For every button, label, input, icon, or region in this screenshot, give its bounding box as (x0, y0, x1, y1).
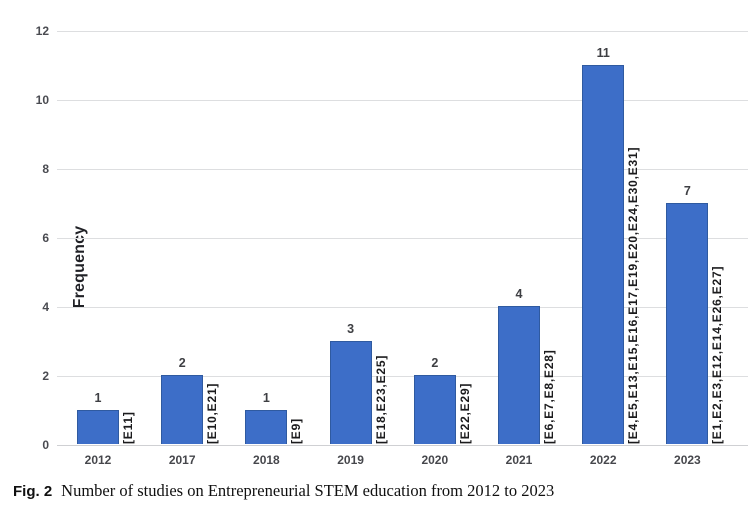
x-tick-label-2019: 2019 (337, 453, 364, 467)
x-tick-label-2023: 2023 (674, 453, 701, 467)
bar-2021 (498, 306, 540, 444)
bar-study-ids-2021: [E6,E7,E8,E28] (542, 349, 556, 444)
bar-2012 (77, 409, 119, 444)
y-axis-title: Frequency (71, 225, 88, 309)
x-tick-label-2018: 2018 (253, 453, 280, 467)
x-tick-label-2012: 2012 (84, 453, 112, 467)
bar-study-ids-2019: [E18,E23,E25] (373, 354, 388, 444)
bar-2017 (161, 375, 204, 444)
y-tick-label-8: 8 (42, 162, 49, 176)
bar-value-label-2012: 1 (94, 390, 102, 405)
y-tick-label-2: 2 (42, 369, 49, 383)
bar-study-ids-2018: [E9] (289, 418, 304, 444)
bar-2019 (329, 340, 372, 444)
bar-value-label-2020: 2 (431, 356, 439, 370)
bar-2018 (245, 409, 288, 444)
gridline-0 (57, 445, 748, 446)
caption-fig-label: Fig. 2 (13, 483, 53, 500)
y-tick-label-6: 6 (42, 231, 49, 245)
bar-study-ids-2020: [E22,E29] (457, 382, 472, 444)
bar-value-label-2019: 3 (347, 321, 355, 336)
y-tick-label-12: 12 (35, 24, 49, 38)
bar-2020 (413, 375, 456, 444)
bar-study-ids-2022: [E4,E5,E13,E15,E16,E17,E19,E20,E24,E30,E… (626, 146, 641, 444)
bar-value-label-2023: 7 (683, 183, 691, 198)
bar-2022 (582, 64, 625, 444)
bar-value-label-2018: 1 (262, 390, 270, 405)
gridline-12 (57, 31, 748, 32)
y-tick-label-10: 10 (35, 93, 49, 107)
gridline-10 (57, 100, 748, 101)
bar-study-ids-2023: [E1,E2,E3,E12,E14,E26,E27] (710, 265, 725, 444)
gridline-6 (57, 238, 748, 239)
plot-area: Frequency 0 2 4 6 8 10 12 1 [E11] 2012 2 [E10,E21] 2… (36, 24, 748, 467)
caption-text: Number of studies on Entrepreneurial STE… (61, 481, 555, 500)
bar-study-ids-2012: [E11] (121, 411, 135, 444)
bar-2023 (666, 202, 709, 444)
gridline-2 (57, 376, 748, 377)
y-tick-label-0: 0 (42, 438, 49, 452)
bar-study-ids-2017: [E10,E21] (205, 382, 220, 444)
x-tick-label-2022: 2022 (589, 453, 617, 467)
bar-value-label-2021: 4 (515, 287, 523, 301)
y-tick-label-4: 4 (42, 300, 49, 314)
bar-value-label-2017: 2 (178, 356, 186, 370)
gridline-8 (57, 169, 748, 170)
x-tick-label-2017: 2017 (168, 453, 196, 467)
gridline-4 (57, 307, 748, 308)
x-tick-label-2021: 2021 (505, 453, 533, 467)
figure-caption: Fig. 2 Number of studies on Entrepreneuri… (13, 481, 554, 501)
bar-value-label-2022: 11 (596, 45, 610, 60)
x-tick-label-2020: 2020 (421, 453, 449, 467)
